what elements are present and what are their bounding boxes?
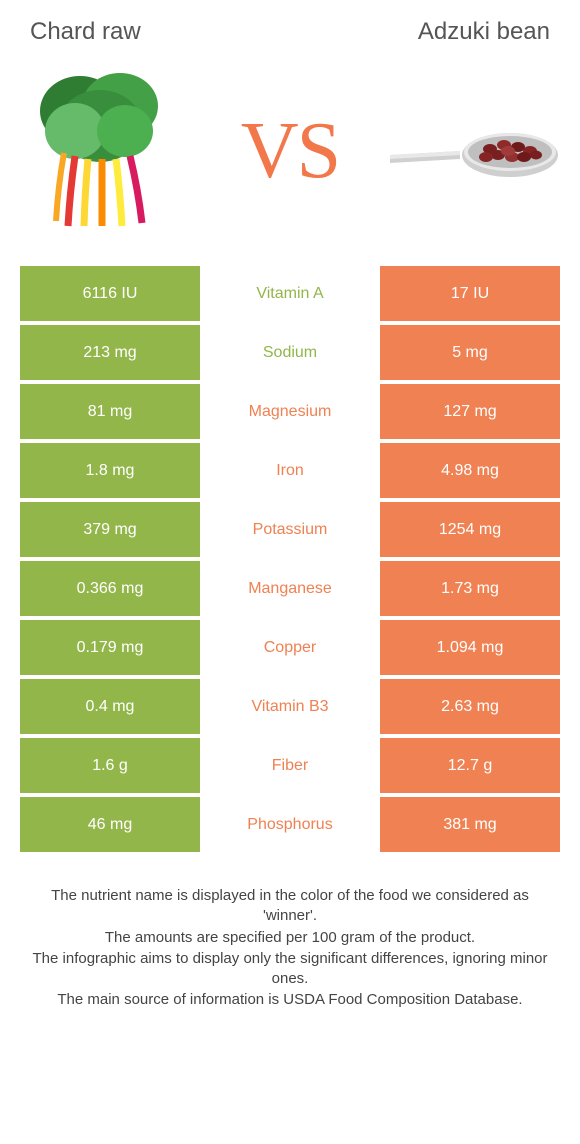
nutrient-name: Vitamin A (200, 266, 380, 321)
nutrient-name: Iron (200, 443, 380, 498)
vs-row: VS (0, 46, 580, 266)
value-right: 5 mg (380, 325, 560, 380)
nutrient-name: Potassium (200, 502, 380, 557)
footnote-line: The amounts are specified per 100 gram o… (25, 928, 555, 948)
value-right: 2.63 mg (380, 679, 560, 734)
header: Chard raw Adzuki bean (0, 0, 580, 46)
table-row: 0.4 mgVitamin B32.63 mg (20, 679, 560, 734)
nutrient-name: Sodium (200, 325, 380, 380)
table-row: 213 mgSodium5 mg (20, 325, 560, 380)
table-row: 81 mgMagnesium127 mg (20, 384, 560, 439)
value-left: 213 mg (20, 325, 200, 380)
table-row: 1.6 gFiber12.7 g (20, 738, 560, 793)
value-right: 17 IU (380, 266, 560, 321)
table-row: 6116 IUVitamin A17 IU (20, 266, 560, 321)
value-right: 1.73 mg (380, 561, 560, 616)
table-row: 46 mgPhosphorus381 mg (20, 797, 560, 852)
value-right: 1254 mg (380, 502, 560, 557)
value-right: 381 mg (380, 797, 560, 852)
value-left: 0.4 mg (20, 679, 200, 734)
footnote-line: The infographic aims to display only the… (25, 949, 555, 990)
nutrient-name: Fiber (200, 738, 380, 793)
value-left: 0.179 mg (20, 620, 200, 675)
nutrient-name: Magnesium (200, 384, 380, 439)
nutrient-name: Manganese (200, 561, 380, 616)
value-left: 1.6 g (20, 738, 200, 793)
table-row: 379 mgPotassium1254 mg (20, 502, 560, 557)
value-left: 0.366 mg (20, 561, 200, 616)
footnote-line: The main source of information is USDA F… (25, 990, 555, 1010)
table-row: 0.366 mgManganese1.73 mg (20, 561, 560, 616)
table-row: 0.179 mgCopper1.094 mg (20, 620, 560, 675)
chard-icon (30, 71, 180, 231)
nutrient-name: Vitamin B3 (200, 679, 380, 734)
value-right: 127 mg (380, 384, 560, 439)
value-left: 6116 IU (20, 266, 200, 321)
chard-image (20, 66, 190, 236)
spoon-icon (390, 111, 560, 191)
food-left-title: Chard raw (30, 18, 141, 46)
table-row: 1.8 mgIron4.98 mg (20, 443, 560, 498)
vs-label: VS (241, 106, 339, 197)
value-right: 12.7 g (380, 738, 560, 793)
value-left: 379 mg (20, 502, 200, 557)
nutrient-name: Copper (200, 620, 380, 675)
value-left: 81 mg (20, 384, 200, 439)
footnotes: The nutrient name is displayed in the co… (0, 856, 580, 1011)
adzuki-image (390, 66, 560, 236)
nutrient-name: Phosphorus (200, 797, 380, 852)
food-right-title: Adzuki bean (418, 18, 550, 46)
nutrient-table: 6116 IUVitamin A17 IU213 mgSodium5 mg81 … (0, 266, 580, 852)
value-right: 1.094 mg (380, 620, 560, 675)
value-right: 4.98 mg (380, 443, 560, 498)
value-left: 46 mg (20, 797, 200, 852)
footnote-line: The nutrient name is displayed in the co… (25, 886, 555, 927)
value-left: 1.8 mg (20, 443, 200, 498)
